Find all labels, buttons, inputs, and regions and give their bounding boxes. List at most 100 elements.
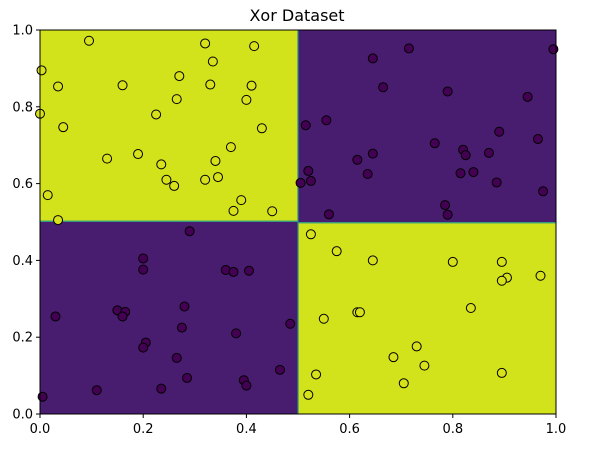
point-class-1-22 (169, 180, 180, 191)
point-class-0-20 (303, 165, 314, 176)
point-class-0-22 (491, 177, 502, 188)
point-class-0-26 (323, 209, 334, 220)
x-tick-label-3: 0.6 (339, 422, 360, 437)
point-class-0-7 (352, 154, 363, 165)
point-class-0-21 (305, 175, 316, 186)
point-class-1-9 (171, 94, 182, 105)
point-class-0-3 (378, 82, 389, 93)
point-class-0-8 (362, 169, 373, 179)
point-class-0-17 (532, 134, 543, 145)
y-axis: 0.0 0.2 0.4 0.6 0.8 1.0 (12, 24, 40, 423)
point-class-0-31 (228, 266, 239, 277)
point-class-0-16 (522, 91, 533, 102)
y-tick-label-1: 0.2 (12, 331, 33, 346)
point-class-1-48 (303, 389, 314, 400)
point-class-0-44 (274, 364, 285, 375)
point-class-0-2 (367, 53, 378, 64)
point-class-1-44 (419, 360, 430, 371)
point-class-0-48 (156, 383, 167, 394)
point-class-0-29 (138, 264, 149, 275)
point-class-0-14 (483, 147, 494, 158)
point-class-0-12 (468, 167, 479, 178)
y-tick-label-5: 1.0 (12, 24, 33, 39)
point-class-1-33 (447, 256, 458, 267)
point-class-1-42 (411, 341, 422, 352)
point-class-1-47 (496, 367, 507, 378)
point-class-1-11 (200, 38, 211, 49)
point-class-1-4 (58, 122, 69, 133)
point-class-1-23 (200, 174, 211, 185)
point-class-1-8 (151, 109, 162, 120)
point-class-0-15 (494, 126, 505, 137)
point-class-0-1 (321, 115, 332, 126)
point-class-1-6 (102, 153, 113, 164)
point-class-0-4 (403, 43, 414, 54)
point-class-1-12 (205, 79, 216, 90)
point-class-0-38 (50, 311, 61, 322)
x-tick-label-1: 0.2 (133, 422, 154, 437)
point-class-1-34 (496, 256, 507, 267)
point-class-1-28 (42, 190, 53, 201)
point-class-1-15 (246, 80, 257, 91)
point-class-0-19 (295, 177, 306, 188)
point-class-0-47 (241, 380, 252, 391)
point-class-1-37 (535, 270, 546, 281)
point-class-1-7 (133, 149, 144, 160)
region-2 (40, 222, 298, 414)
point-class-1-18 (225, 142, 236, 153)
point-class-1-25 (236, 195, 247, 206)
point-class-1-2 (53, 81, 64, 92)
point-class-0-45 (182, 372, 193, 383)
point-class-0-49 (91, 385, 102, 396)
point-class-1-19 (210, 155, 221, 166)
chart-title: Xor Dataset (249, 6, 344, 25)
point-class-1-17 (256, 123, 267, 134)
point-class-0-6 (367, 148, 378, 159)
point-class-0-32 (243, 265, 254, 276)
y-tick-label-4: 0.8 (12, 100, 33, 115)
point-class-1-36 (496, 275, 507, 286)
y-tick-label-2: 0.4 (12, 254, 33, 269)
point-class-0-11 (460, 150, 471, 161)
region-3 (298, 222, 556, 414)
point-class-0-41 (138, 342, 149, 353)
point-class-1-41 (318, 313, 329, 324)
point-class-1-31 (331, 246, 342, 257)
point-class-0-24 (440, 200, 451, 211)
point-class-1-30 (305, 229, 316, 240)
region-0 (40, 30, 298, 222)
y-tick-label-3: 0.6 (12, 177, 33, 192)
point-class-1-24 (213, 172, 224, 183)
point-class-0-42 (171, 352, 182, 363)
point-class-0-36 (179, 301, 190, 312)
decision-regions (40, 30, 556, 414)
point-class-1-26 (228, 205, 239, 216)
point-class-0-27 (184, 226, 195, 237)
point-class-1-1 (36, 65, 47, 76)
point-class-1-45 (311, 369, 322, 380)
point-class-0-35 (117, 311, 128, 322)
point-class-0-9 (429, 138, 440, 149)
x-axis: 0.0 0.2 0.4 0.6 0.8 1.0 (30, 414, 566, 437)
point-class-1-21 (161, 174, 172, 185)
point-class-1-32 (367, 255, 378, 266)
point-class-1-5 (117, 80, 128, 91)
point-class-0-28 (138, 253, 149, 264)
point-class-1-43 (388, 352, 399, 363)
point-class-0-43 (285, 318, 296, 329)
point-class-1-38 (465, 303, 476, 314)
point-class-1-40 (354, 307, 365, 318)
point-class-0-25 (442, 209, 453, 220)
point-class-1-13 (207, 56, 218, 67)
y-tick-label-0: 0.0 (12, 408, 33, 423)
point-class-1-14 (249, 41, 260, 52)
point-class-0-18 (548, 44, 559, 55)
region-1 (298, 30, 556, 222)
decision-boundary (40, 30, 556, 414)
point-class-0-39 (231, 328, 242, 339)
point-class-0-37 (176, 322, 187, 333)
plot-frame (39, 29, 557, 415)
point-class-1-20 (156, 159, 167, 170)
point-class-1-29 (53, 215, 64, 226)
